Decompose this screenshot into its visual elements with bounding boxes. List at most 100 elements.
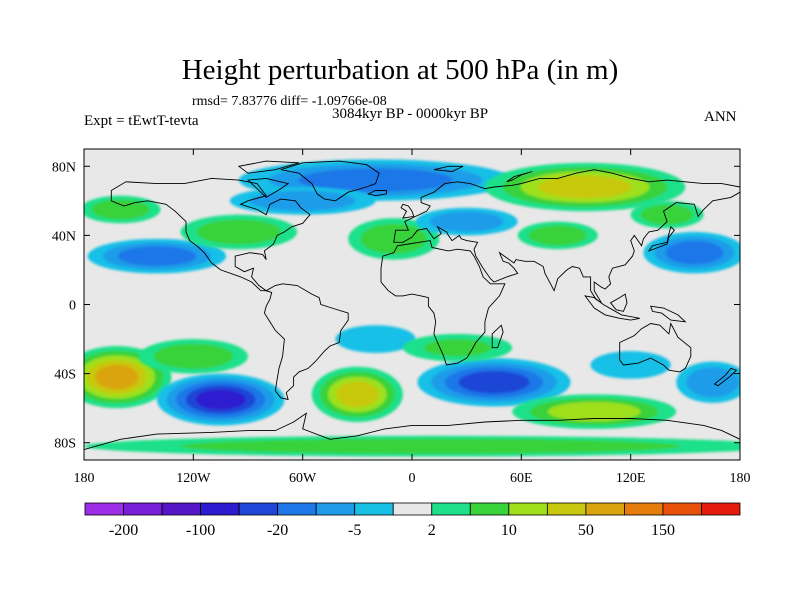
anomaly-cell (229, 187, 376, 215)
anomaly-cell (311, 366, 403, 422)
colorbar-swatch (585, 502, 625, 516)
contour-field (84, 159, 740, 457)
coastline-borneo (609, 293, 628, 312)
x-tick-label: 60W (289, 471, 317, 486)
chart-title: Height perturbation at 500 hPa (in m) (181, 54, 619, 86)
x-tick-label: 120E (616, 471, 646, 486)
coastline-australia (619, 322, 692, 373)
coastline-new-guinea (650, 305, 687, 323)
coastline-baffin (246, 177, 290, 198)
x-tick-label: 180 (730, 471, 751, 486)
colorbar-swatch (315, 502, 356, 516)
colorbar-label: -100 (186, 522, 215, 539)
colorbar-label: 2 (428, 522, 436, 539)
contour-level (102, 203, 139, 216)
colorbar-swatch (431, 502, 471, 516)
colorbar-swatch (392, 502, 433, 516)
anomaly-cell (676, 361, 740, 403)
anomaly-cell (512, 394, 677, 429)
season-label: ANN (704, 109, 737, 125)
coastlines (84, 160, 740, 460)
contour-level (565, 405, 623, 418)
contour-level (132, 250, 181, 263)
coastline-antarctica (84, 412, 740, 460)
anomaly-cell (84, 195, 161, 224)
colorbar-swatch (508, 502, 548, 516)
colorbar-swatch (200, 502, 240, 516)
coastline-iceland (366, 190, 387, 197)
colorbar-label: 10 (501, 522, 517, 539)
anomaly-cell (590, 351, 671, 379)
colorbar-label: 150 (651, 522, 675, 539)
colorbar-swatch (354, 502, 394, 516)
anomaly-cell (156, 373, 285, 426)
colorbar-swatch (84, 502, 124, 516)
contour-level (423, 339, 492, 357)
coastline-indonesia (584, 295, 640, 321)
x-tick-label: 0 (409, 471, 416, 486)
colorbar-label: -200 (109, 522, 138, 539)
y-tick-label: 80N (52, 160, 76, 175)
y-axis: 80N 40N 0 40S 80S (52, 160, 740, 452)
coastline-eurasia (393, 169, 740, 304)
x-tick-label: 60E (510, 471, 533, 486)
coastline-novaya-zemlya (506, 171, 533, 183)
anomaly-cell (138, 339, 248, 374)
anomaly-cell (415, 207, 518, 236)
anomaly-cell (84, 435, 740, 457)
colorbar-label: 50 (578, 522, 594, 539)
colorbar-swatch (469, 502, 510, 516)
coastline-greenland (280, 160, 380, 202)
contour-level (539, 229, 576, 242)
y-tick-label: 40S (54, 368, 76, 383)
colorbar-swatch (701, 502, 741, 516)
coastline-north-america (110, 177, 311, 292)
x-tick-label: 120W (176, 471, 211, 486)
period-text: 3084kyr BP - 0000kyr BP (331, 106, 489, 122)
y-tick-label: 40N (52, 229, 76, 244)
colorbar-swatch (546, 502, 587, 516)
y-tick-label: 0 (69, 299, 76, 314)
coastline-ellesmere (237, 160, 300, 174)
coastline-madagascar (491, 324, 504, 349)
anomaly-cell (402, 333, 513, 362)
contour-level (696, 373, 729, 392)
contour-level (344, 386, 371, 403)
coastline-svalbard (433, 165, 464, 172)
contour-level (276, 441, 585, 451)
contour-level (373, 229, 415, 249)
colorbar-swatch (238, 502, 279, 516)
coastline-south-america (263, 283, 349, 401)
contour-level (556, 180, 614, 194)
colorbar-swatch (123, 502, 163, 516)
contour-level (270, 194, 336, 207)
contour-level (328, 172, 424, 188)
colorbar-swatch (662, 502, 702, 516)
stats-text: rmsd= 7.83776 diff= -1.09766e-08 (192, 94, 387, 109)
contour-level (650, 208, 684, 221)
colorbar-swatch (161, 502, 201, 516)
coastline-new-zealand (713, 367, 738, 387)
x-axis: 180 120W 60W 0 60E 120E 180 (74, 149, 751, 486)
anomaly-cell (417, 358, 571, 407)
colorbar: -200 -100 -20 -5 2 10 50 150 (84, 502, 741, 539)
contour-level (350, 330, 401, 348)
experiment-label: Expt = tEwtT-tevta (84, 113, 199, 129)
colorbar-swatch (277, 502, 317, 516)
anomaly-cell (517, 221, 598, 250)
contour-level (443, 215, 490, 228)
contour-level (169, 348, 218, 365)
y-tick-label: 80S (54, 437, 76, 452)
contour-level (205, 393, 237, 406)
anomaly-cell (643, 231, 740, 274)
coastline-japan (647, 225, 676, 252)
anomaly-cell (348, 218, 440, 260)
anomaly-cell (180, 214, 298, 250)
contour-level (103, 369, 131, 385)
colorbar-label: -20 (267, 522, 288, 539)
coastline-africa (380, 240, 506, 366)
map-panel (83, 148, 741, 461)
contour-level (212, 224, 265, 240)
anomaly-cell (630, 200, 704, 229)
